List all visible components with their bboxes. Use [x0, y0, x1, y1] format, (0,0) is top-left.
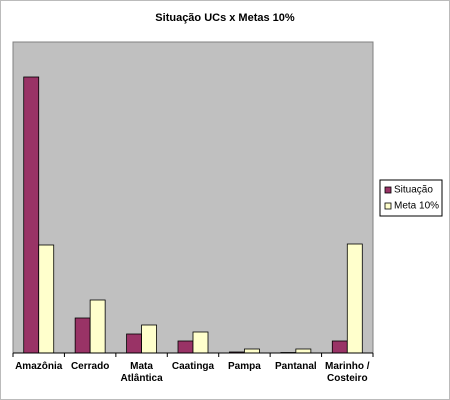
bar	[89, 299, 106, 354]
x-tick-label: Caatinga	[171, 361, 215, 372]
x-tick-label: Mata Atlântica	[120, 361, 163, 384]
legend-label: Situação	[394, 185, 433, 196]
bar	[177, 340, 194, 354]
x-tick-label: Pantanal	[275, 361, 317, 372]
bar	[74, 317, 91, 354]
x-tick-label: Marinho / Costeiro	[325, 361, 370, 384]
bar	[141, 324, 157, 354]
bar	[23, 76, 40, 354]
bar	[126, 333, 142, 354]
x-tick-label: Cerrado	[70, 361, 110, 372]
x-tick-label: Amazônia	[15, 361, 63, 372]
plot-area	[12, 41, 374, 354]
x-tick-label: Pampa	[228, 361, 261, 372]
legend-swatch	[384, 186, 392, 194]
bar	[331, 340, 348, 354]
legend-box	[379, 179, 443, 217]
chart-title: Situação UCs x Metas 10%	[155, 12, 295, 24]
bar	[295, 348, 312, 354]
bar	[346, 243, 363, 354]
legend-label: Meta 10%	[394, 201, 439, 212]
bar	[244, 348, 260, 354]
bar	[192, 331, 209, 354]
bar	[38, 244, 55, 354]
legend-swatch	[384, 202, 392, 210]
